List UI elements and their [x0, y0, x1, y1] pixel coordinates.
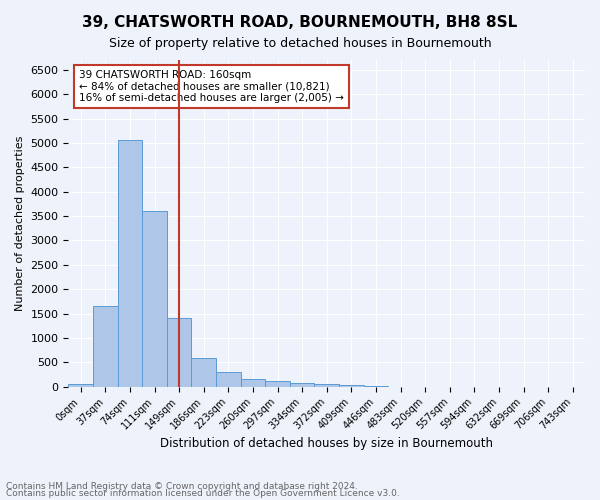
Bar	[93, 306, 118, 386]
Y-axis label: Number of detached properties: Number of detached properties	[15, 136, 25, 311]
Text: 39 CHATSWORTH ROAD: 160sqm
← 84% of detached houses are smaller (10,821)
16% of : 39 CHATSWORTH ROAD: 160sqm ← 84% of deta…	[79, 70, 344, 103]
Bar	[314, 384, 339, 386]
Text: Contains HM Land Registry data © Crown copyright and database right 2024.: Contains HM Land Registry data © Crown c…	[6, 482, 358, 491]
Text: 39, CHATSWORTH ROAD, BOURNEMOUTH, BH8 8SL: 39, CHATSWORTH ROAD, BOURNEMOUTH, BH8 8S…	[82, 15, 518, 30]
Bar	[68, 384, 93, 386]
Bar	[142, 211, 167, 386]
Bar	[265, 381, 290, 386]
Text: Size of property relative to detached houses in Bournemouth: Size of property relative to detached ho…	[109, 38, 491, 51]
X-axis label: Distribution of detached houses by size in Bournemouth: Distribution of detached houses by size …	[160, 437, 493, 450]
Bar	[216, 372, 241, 386]
Text: Contains public sector information licensed under the Open Government Licence v3: Contains public sector information licen…	[6, 489, 400, 498]
Bar	[241, 380, 265, 386]
Bar	[290, 382, 314, 386]
Bar	[118, 140, 142, 386]
Bar	[191, 358, 216, 386]
Bar	[167, 318, 191, 386]
